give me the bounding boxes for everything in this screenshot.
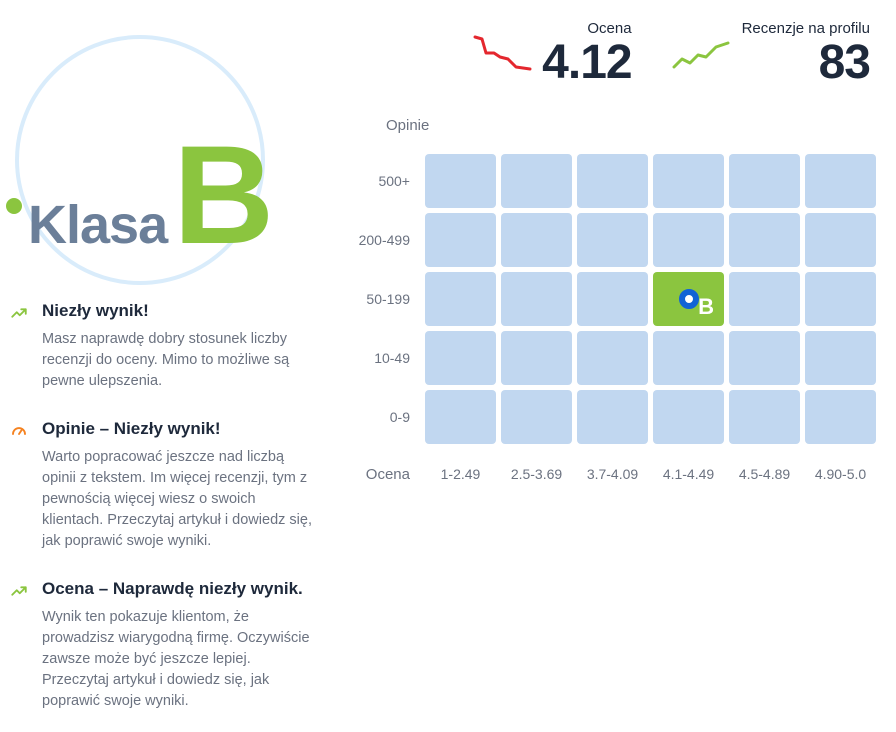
heatmap-x-label: 1-2.49 bbox=[425, 466, 496, 483]
heatmap-cell bbox=[425, 390, 496, 444]
heatmap-cell bbox=[729, 154, 800, 208]
heatmap-y-label: 0-9 bbox=[340, 409, 420, 425]
heatmap-cell bbox=[729, 331, 800, 385]
badge-prefix: Klasa bbox=[28, 194, 167, 256]
sparkline-reviews bbox=[672, 29, 732, 79]
heatmap-cell bbox=[425, 331, 496, 385]
heatmap-cell bbox=[577, 154, 648, 208]
heatmap: Opinie 500+ 200-499 50-199 B 10-49 0-9 Ocena 1… bbox=[340, 117, 876, 483]
heatmap-cell bbox=[653, 154, 724, 208]
heatmap-x-label: 3.7-4.09 bbox=[577, 466, 648, 483]
heatmap-cell bbox=[425, 272, 496, 326]
advice-item: Niezły wynik! Masz naprawdę dobry stosune… bbox=[10, 300, 320, 392]
advice-title: Ocena – Naprawdę niezły wynik. bbox=[42, 578, 314, 601]
advice-item: Opinie – Niezły wynik! Warto popracować j… bbox=[10, 418, 320, 552]
advice-text: Masz naprawdę dobry stosunek liczby rece… bbox=[42, 329, 314, 392]
stat-reviews-value: 83 bbox=[742, 39, 870, 87]
heatmap-cell bbox=[653, 331, 724, 385]
heatmap-marker-letter: B bbox=[698, 294, 714, 320]
heatmap-cell bbox=[653, 213, 724, 267]
badge-letter: B bbox=[173, 135, 268, 254]
advice-text: Warto popracować jeszcze nad liczbą opin… bbox=[42, 447, 314, 552]
stat-score: Ocena 4.12 bbox=[472, 20, 631, 87]
heatmap-cell bbox=[577, 272, 648, 326]
heatmap-x-title: Ocena bbox=[340, 466, 420, 483]
heatmap-cell bbox=[805, 154, 876, 208]
heatmap-y-label: 200-499 bbox=[340, 232, 420, 248]
heatmap-cell bbox=[805, 272, 876, 326]
heatmap-cell bbox=[729, 272, 800, 326]
stat-score-label: Ocena bbox=[542, 20, 631, 37]
stat-reviews: Recenzje na profilu 83 bbox=[672, 20, 870, 87]
heatmap-x-label: 2.5-3.69 bbox=[501, 466, 572, 483]
stat-score-value: 4.12 bbox=[542, 39, 631, 87]
heatmap-cell bbox=[577, 331, 648, 385]
advice-title: Niezły wynik! bbox=[42, 300, 314, 323]
heatmap-cell bbox=[501, 331, 572, 385]
heatmap-y-title: Opinie bbox=[386, 117, 876, 134]
trend-up-icon bbox=[10, 304, 28, 322]
advice-list: Niezły wynik! Masz naprawdę dobry stosune… bbox=[10, 300, 320, 712]
trend-up-icon bbox=[10, 582, 28, 600]
heatmap-cell bbox=[501, 154, 572, 208]
gauge-icon bbox=[10, 422, 28, 440]
sparkline-score bbox=[472, 29, 532, 79]
heatmap-cell bbox=[425, 213, 496, 267]
heatmap-marker bbox=[679, 289, 699, 309]
heatmap-cell bbox=[805, 390, 876, 444]
class-badge: Klasa B bbox=[10, 20, 310, 280]
heatmap-x-label: 4.90-5.0 bbox=[805, 466, 876, 483]
heatmap-cell bbox=[729, 390, 800, 444]
stat-reviews-label: Recenzje na profilu bbox=[742, 20, 870, 37]
advice-text: Wynik ten pokazuje klientom, że prowadzi… bbox=[42, 607, 314, 712]
badge-dot bbox=[6, 198, 22, 214]
heatmap-cell bbox=[805, 213, 876, 267]
heatmap-cell bbox=[805, 331, 876, 385]
heatmap-cell bbox=[501, 213, 572, 267]
heatmap-cell bbox=[501, 272, 572, 326]
heatmap-cell bbox=[501, 390, 572, 444]
heatmap-cell bbox=[577, 213, 648, 267]
heatmap-cell bbox=[653, 390, 724, 444]
heatmap-cell bbox=[577, 390, 648, 444]
heatmap-cell bbox=[425, 154, 496, 208]
advice-title: Opinie – Niezły wynik! bbox=[42, 418, 314, 441]
heatmap-y-label: 50-199 bbox=[340, 291, 420, 307]
heatmap-x-label: 4.5-4.89 bbox=[729, 466, 800, 483]
heatmap-cell: B bbox=[653, 272, 724, 326]
heatmap-y-label: 500+ bbox=[340, 173, 420, 189]
heatmap-y-label: 10-49 bbox=[340, 350, 420, 366]
heatmap-x-label: 4.1-4.49 bbox=[653, 466, 724, 483]
heatmap-cell bbox=[729, 213, 800, 267]
advice-item: Ocena – Naprawdę niezły wynik. Wynik ten … bbox=[10, 578, 320, 712]
stats-row: Ocena 4.12 Recenzje na profilu 83 bbox=[340, 20, 876, 87]
